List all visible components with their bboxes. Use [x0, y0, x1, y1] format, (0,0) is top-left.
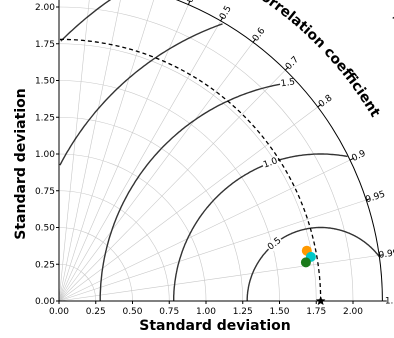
correlation-tick-label: 0.9 — [350, 149, 367, 164]
correlation-tick-label: 0.5 — [218, 4, 234, 21]
correlation-tick-mark — [366, 198, 371, 201]
y-tick-label: 0.25 — [35, 260, 55, 270]
correlation-tick-label: 0.8 — [317, 93, 335, 110]
x-tick-label: 1.00 — [196, 307, 216, 317]
rmsd-contour — [246, 226, 380, 301]
y-tick-label: 0.00 — [35, 297, 55, 307]
correlation-tick-label: 0.95 — [364, 190, 386, 206]
std-grid-arc — [58, 6, 354, 302]
rmsd-label: 0.5 — [266, 236, 283, 253]
std-grid-arc — [58, 190, 170, 302]
rmsd-contour — [99, 81, 296, 301]
x-tick-label: 2.00 — [343, 307, 363, 317]
data-points — [300, 245, 326, 305]
rmsd-label: 1.5 — [280, 77, 296, 89]
rmsd-label: 2.0 — [391, 11, 394, 25]
correlation-tick-mark — [285, 66, 289, 71]
correlation-tick-mark — [317, 103, 322, 108]
correlation-ray — [58, 42, 254, 302]
y-tick-label: 1.00 — [35, 150, 55, 160]
rmsd-label: 1.0 — [262, 156, 279, 170]
y-tick-label: 0.75 — [35, 187, 55, 197]
reference-std-arc — [58, 38, 322, 302]
rmsd-label-bg — [279, 76, 297, 90]
x-tick-label: 0.75 — [159, 307, 179, 317]
correlation-ray — [58, 0, 121, 302]
std-grid-arc — [58, 43, 317, 302]
rmsd-label-bg — [261, 155, 280, 171]
rmsd-contours: 0.51.01.52.02.5 — [59, 0, 394, 301]
rmsd-contour — [60, 0, 112, 42]
y-axis-title: Standard deviation — [13, 88, 29, 239]
x-tick-label: 0.50 — [122, 307, 142, 317]
grid — [58, 0, 380, 302]
axis-frame — [58, 0, 383, 302]
rmsd-label-bg — [265, 234, 284, 253]
correlation-tick-mark — [187, 0, 191, 5]
y-tick-label: 1.75 — [35, 40, 55, 50]
x-axis-title: Standard deviation — [139, 318, 290, 334]
rmsd-contour — [173, 153, 348, 301]
correlation-tick-label: 0.4 — [185, 0, 200, 5]
std-grid-arc — [58, 116, 244, 302]
std-grid-arc — [58, 263, 97, 302]
correlation-tick-mark — [379, 254, 384, 256]
std-grid-arc — [58, 80, 280, 302]
y-tick-label: 1.25 — [35, 113, 55, 123]
correlation-ray — [58, 69, 286, 302]
correlation-ray — [58, 0, 154, 302]
x-tick-label: 1.50 — [269, 307, 289, 317]
correlation-ray — [58, 4, 189, 302]
x-tick-label: 1.75 — [306, 307, 326, 317]
correlation-ray — [58, 199, 367, 302]
std-grid-arc — [58, 153, 207, 302]
y-tick-label: 2.00 — [35, 3, 55, 13]
y-tick-label: 1.50 — [35, 77, 55, 87]
x-tick-label: 0.00 — [49, 307, 69, 317]
correlation-ray — [58, 255, 380, 302]
correlation-tick-label: 1.0 — [385, 297, 394, 307]
tick-labels: 0.000.000.250.250.500.500.750.751.001.00… — [35, 0, 394, 317]
outer-arc — [175, 0, 383, 302]
x-tick-label: 1.25 — [233, 307, 253, 317]
correlation-tick-label: 0.99 — [378, 248, 394, 261]
data-point — [300, 257, 311, 268]
correlation-ray — [58, 20, 221, 302]
x-tick-label: 0.25 — [86, 307, 106, 317]
correlation-tick-mark — [252, 38, 257, 43]
correlation-ray — [58, 159, 351, 302]
correlation-tick-mark — [349, 157, 355, 161]
rmsd-contour — [59, 23, 223, 166]
y-tick-label: 0.50 — [35, 224, 55, 234]
correlation-ray — [58, 106, 318, 302]
reference-star-marker — [315, 296, 326, 305]
correlation-tick-mark — [220, 16, 224, 22]
